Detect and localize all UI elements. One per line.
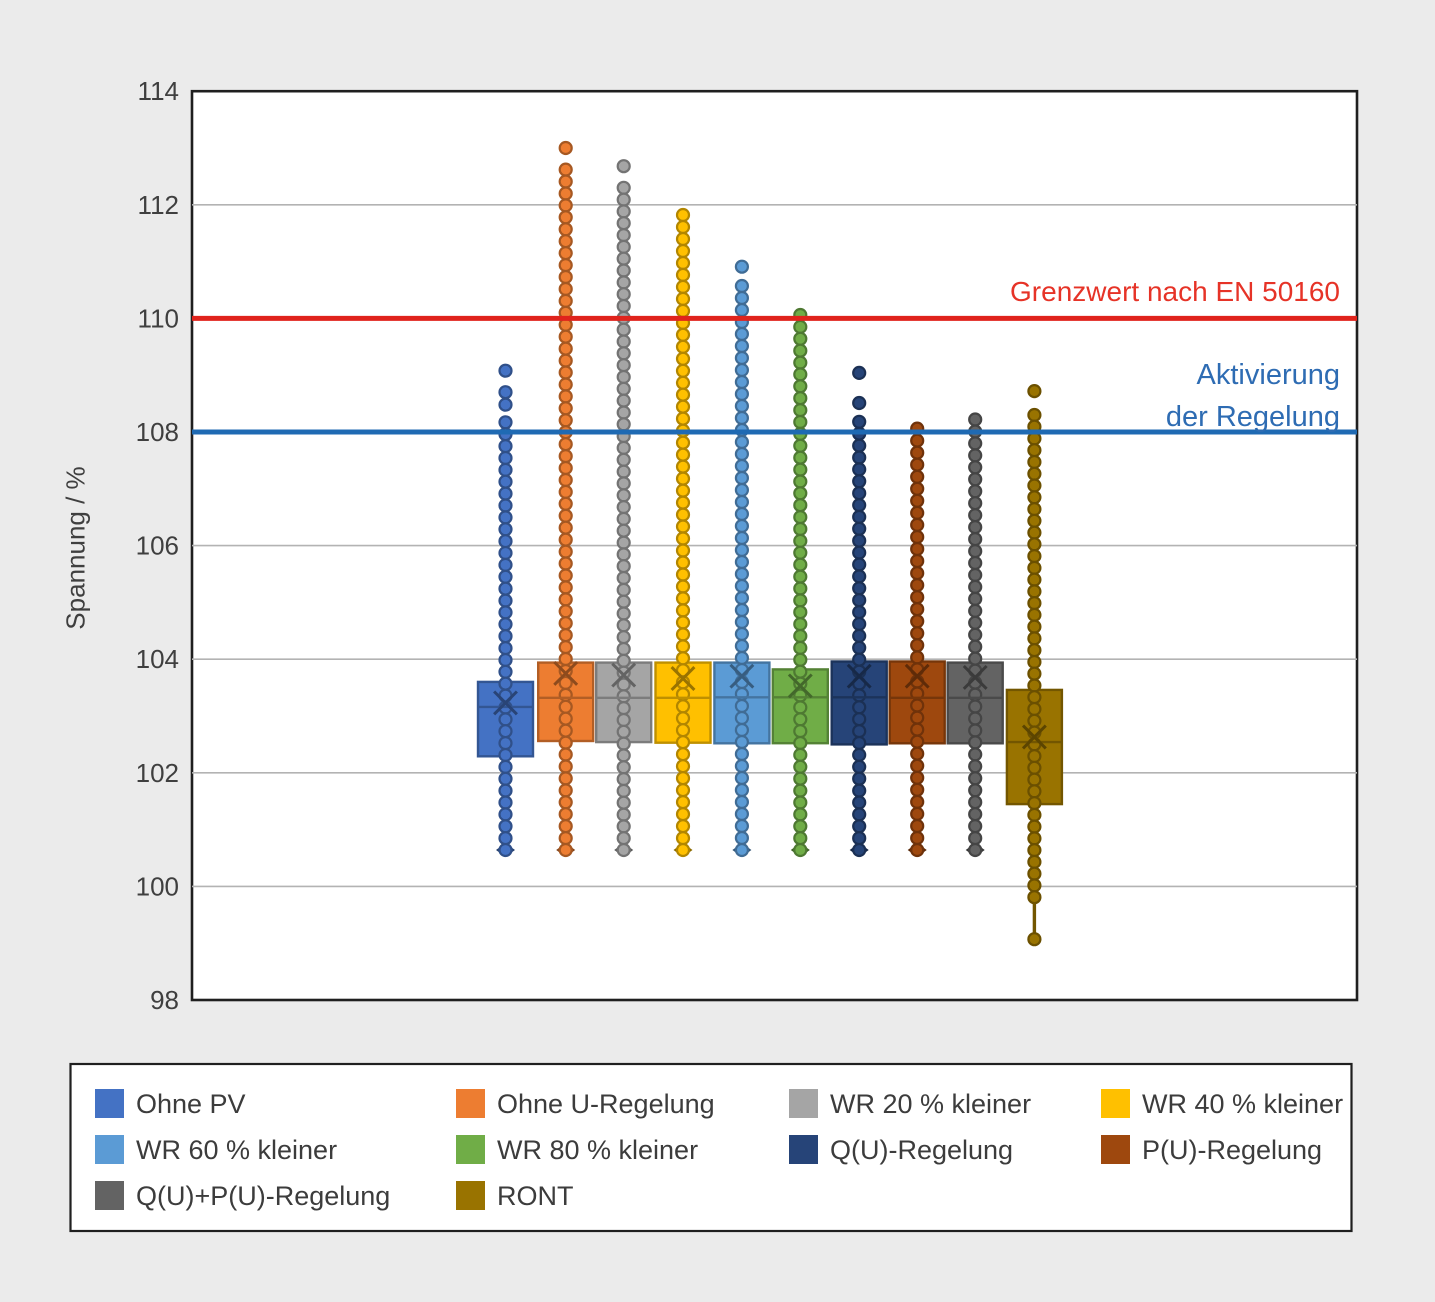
svg-text:110: 110 — [138, 303, 179, 333]
svg-text:Aktivierung: Aktivierung — [1197, 359, 1340, 391]
svg-text:106: 106 — [136, 531, 179, 561]
svg-text:der Regelung: der Regelung — [1166, 401, 1340, 433]
svg-text:112: 112 — [138, 190, 179, 220]
svg-text:RONT: RONT — [497, 1181, 574, 1211]
svg-text:104: 104 — [136, 644, 179, 674]
svg-text:98: 98 — [150, 985, 179, 1015]
svg-text:WR 20 % kleiner: WR 20 % kleiner — [830, 1089, 1031, 1119]
svg-text:Ohne PV: Ohne PV — [136, 1089, 246, 1119]
svg-text:Q(U)-Regelung: Q(U)-Regelung — [830, 1135, 1013, 1165]
svg-text:100: 100 — [136, 871, 179, 901]
svg-text:Ohne U-Regelung: Ohne U-Regelung — [497, 1089, 715, 1119]
svg-text:WR 80 % kleiner: WR 80 % kleiner — [497, 1135, 698, 1165]
svg-text:108: 108 — [136, 417, 179, 447]
svg-text:114: 114 — [138, 76, 179, 106]
svg-text:Spannung / %: Spannung / % — [61, 466, 91, 629]
svg-text:Q(U)+P(U)-Regelung: Q(U)+P(U)-Regelung — [136, 1181, 390, 1211]
svg-text:WR 40 % kleiner: WR 40 % kleiner — [1142, 1089, 1343, 1119]
svg-text:P(U)-Regelung: P(U)-Regelung — [1142, 1135, 1322, 1165]
svg-text:Grenzwert nach EN 50160: Grenzwert nach EN 50160 — [1010, 276, 1340, 307]
svg-text:WR 60 % kleiner: WR 60 % kleiner — [136, 1135, 337, 1165]
svg-text:102: 102 — [136, 758, 179, 788]
